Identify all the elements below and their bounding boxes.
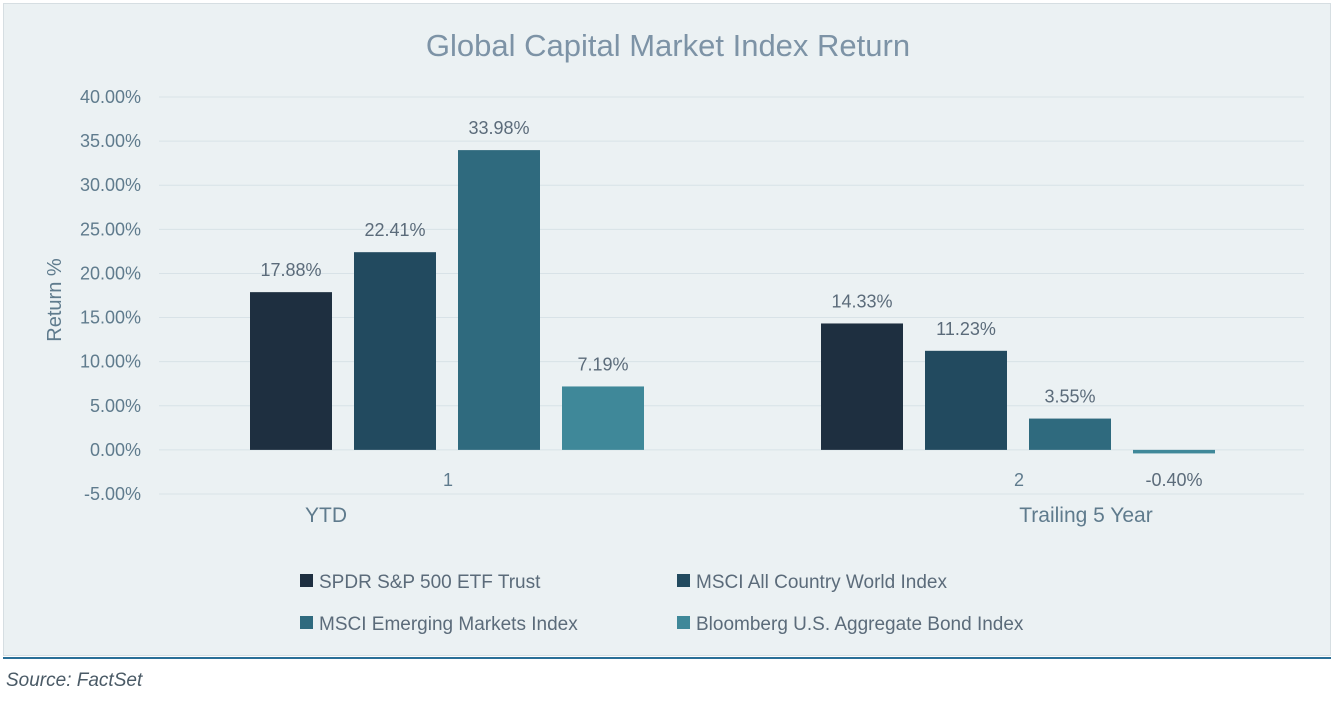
legend-swatch xyxy=(300,574,313,587)
y-tick-label: 15.00% xyxy=(80,308,141,328)
y-tick-label: 30.00% xyxy=(80,175,141,195)
x-tick-index: 2 xyxy=(1014,470,1024,490)
bar xyxy=(821,323,903,450)
bar xyxy=(1133,449,1215,454)
source-note: Source: FactSet xyxy=(6,670,143,691)
x-category-label: Trailing 5 Year xyxy=(1019,504,1152,527)
y-tick-label: -5.00% xyxy=(84,484,141,504)
legend-label: MSCI All Country World Index xyxy=(696,572,947,593)
bar xyxy=(925,350,1007,450)
y-tick-label: 0.00% xyxy=(90,440,141,460)
legend: SPDR S&P 500 ETF Trust MSCI All Country W… xyxy=(300,572,1024,635)
x-axis-categories: 1 YTD 2 Trailing 5 Year xyxy=(305,470,1153,527)
legend-swatch xyxy=(677,574,690,587)
data-label: 22.41% xyxy=(364,220,425,240)
x-tick-index: 1 xyxy=(443,470,453,490)
bar xyxy=(354,252,436,450)
data-label: 3.55% xyxy=(1044,387,1095,407)
y-tick-label: 40.00% xyxy=(80,87,141,107)
data-label: 7.19% xyxy=(577,354,628,374)
bar xyxy=(1029,418,1111,450)
x-category-label: YTD xyxy=(305,504,347,527)
y-tick-label: 35.00% xyxy=(80,131,141,151)
legend-label: SPDR S&P 500 ETF Trust xyxy=(319,572,541,593)
chart-panel: Global Capital Market Index Return Retur… xyxy=(3,3,1331,656)
bar xyxy=(250,292,332,450)
data-label: -0.40% xyxy=(1145,470,1202,490)
legend-label: MSCI Emerging Markets Index xyxy=(319,614,578,635)
data-labels: 17.88% 22.41% 33.98% 7.19% 14.33% 11.23% 3.55%… xyxy=(260,118,1202,490)
gridlines xyxy=(159,96,1304,495)
legend-label: Bloomberg U.S. Aggregate Bond Index xyxy=(696,614,1024,635)
data-label: 33.98% xyxy=(468,118,529,138)
data-label: 14.33% xyxy=(831,291,892,311)
footer-divider xyxy=(3,657,1331,659)
y-tick-label: 20.00% xyxy=(80,263,141,283)
legend-swatch xyxy=(677,616,690,629)
legend-swatch xyxy=(300,616,313,629)
bar xyxy=(562,386,644,450)
y-tick-label: 5.00% xyxy=(90,396,141,416)
y-tick-label: 25.00% xyxy=(80,219,141,239)
bar xyxy=(458,150,540,450)
y-tick-label: 10.00% xyxy=(80,352,141,372)
y-axis-ticks: 40.00% 35.00% 30.00% 25.00% 20.00% 15.00% 10.0… xyxy=(80,87,141,504)
chart-title: Global Capital Market Index Return xyxy=(426,28,910,63)
data-label: 11.23% xyxy=(936,319,996,339)
bars xyxy=(250,150,1215,454)
y-axis-label: Return % xyxy=(44,258,66,342)
data-label: 17.88% xyxy=(260,260,321,280)
bar-chart: Global Capital Market Index Return Retur… xyxy=(44,28,1304,635)
